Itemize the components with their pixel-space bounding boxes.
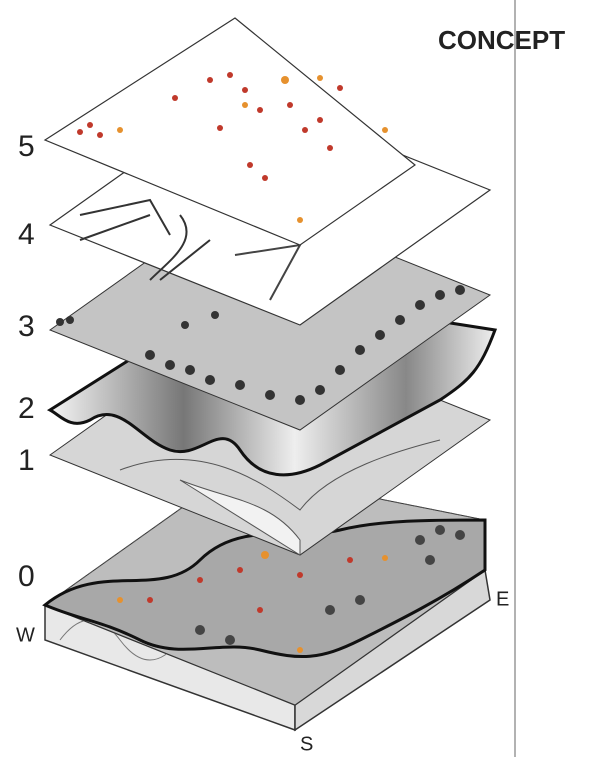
layer-label: 5 [18, 130, 35, 163]
layer-label: 4 [18, 218, 35, 251]
layer-label: 1 [18, 444, 35, 477]
layer-label: 2 [18, 392, 35, 425]
title: CONCEPT [438, 25, 565, 55]
direction-label: W [16, 624, 35, 646]
layer-label: 3 [18, 310, 35, 343]
diagram: CONCEPT [0, 0, 594, 757]
direction-label: S [300, 733, 313, 755]
direction-label: E [496, 588, 509, 610]
layer-label: 0 [18, 560, 35, 593]
